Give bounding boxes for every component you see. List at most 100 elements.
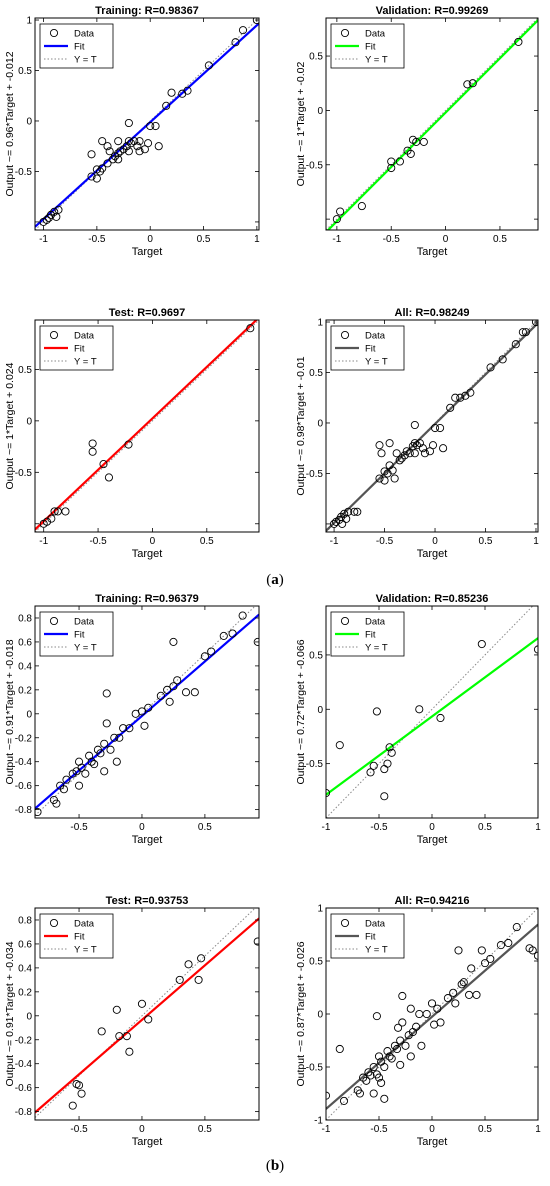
data-point	[514, 37, 523, 46]
y-axis-label: Output ~= 0.91*Target + -0.018	[4, 639, 16, 784]
legend-yt-label: Y = T	[365, 55, 388, 66]
y-tick-label: 0	[317, 705, 323, 716]
data-point	[518, 328, 527, 337]
legend-data-marker	[340, 330, 350, 340]
legend-fit-label: Fit	[74, 630, 85, 641]
data-point	[412, 1022, 421, 1031]
data-point	[135, 147, 144, 156]
legend-data-label: Data	[365, 331, 386, 342]
chart-title: Validation: R=0.99269	[376, 5, 489, 17]
y-tick-label: 0	[317, 106, 323, 117]
y-tick-label: 0.5	[309, 650, 323, 661]
y-tick-label: -0.2	[15, 733, 33, 744]
y-tick-label: -0.4	[15, 1059, 33, 1070]
data-point	[380, 1094, 389, 1103]
data-point	[88, 447, 97, 456]
axes-box	[325, 319, 539, 533]
data-point	[498, 355, 507, 364]
data-point	[392, 449, 401, 458]
data-point	[135, 137, 144, 146]
data-point	[175, 975, 184, 984]
x-axis-label: Target	[417, 1136, 448, 1148]
legend-data-label: Data	[74, 29, 95, 40]
data-point	[466, 388, 475, 397]
axes-box	[34, 17, 260, 231]
legend: Data Fit Y = T	[39, 913, 114, 959]
legend-fit-label: Fit	[74, 344, 85, 355]
data-point	[124, 440, 133, 449]
data-point	[62, 775, 71, 784]
data-point	[472, 990, 481, 999]
chart-5: -1 -0.5 0 0.5 1 -0.5 0 0.5 Validation: R=0.85236…	[295, 593, 541, 846]
legend: Data Fit Y = T	[330, 913, 405, 959]
data-point	[446, 403, 455, 412]
data-point	[100, 739, 109, 748]
legend-data-label: Data	[365, 919, 386, 930]
panel-label-a-open: (	[266, 572, 272, 588]
y-tick-label: 0.6	[18, 637, 32, 648]
x-tick-label: 0	[147, 234, 153, 245]
data-point	[144, 703, 153, 712]
y-tick-label: -1	[314, 1116, 323, 1127]
y-tick-label: -0.8	[15, 805, 33, 816]
data-point	[335, 1044, 344, 1054]
data-point	[419, 137, 428, 146]
data-point	[74, 1081, 84, 1090]
data-point	[372, 707, 381, 716]
x-tick-label: -0.5	[70, 1124, 88, 1135]
data-point	[156, 691, 165, 700]
x-tick-label: 1	[533, 536, 539, 547]
data-point	[385, 743, 394, 752]
legend: Data Fit Y = T	[39, 23, 114, 69]
x-axis-label: Target	[132, 246, 163, 258]
data-point	[362, 1076, 371, 1085]
data-point	[104, 473, 113, 482]
y-tick-label: -0.5	[15, 167, 33, 178]
data-point	[366, 768, 375, 777]
identity-line	[35, 606, 256, 816]
data-point	[463, 80, 472, 89]
data-point	[410, 420, 419, 430]
fit-line	[326, 322, 538, 532]
data-point	[238, 611, 247, 620]
identity-line	[326, 18, 538, 230]
x-tick-label: 0	[150, 536, 156, 547]
data-point	[390, 474, 399, 483]
data-point	[377, 449, 386, 458]
data-point	[137, 707, 147, 716]
data-point	[173, 676, 182, 685]
legend-yt-label: Y = T	[365, 357, 388, 368]
data-point	[418, 444, 427, 453]
y-tick-label: -0.5	[15, 468, 33, 479]
data-point	[87, 172, 96, 181]
y-axis-label: Output ~= 0.72*Target + -0.066	[295, 639, 307, 784]
data-point	[162, 101, 171, 110]
data-point	[253, 937, 259, 946]
data-point	[253, 637, 259, 646]
data-point	[219, 631, 228, 640]
data-point	[115, 733, 124, 742]
plot-area	[35, 18, 259, 230]
axes-box	[325, 17, 539, 231]
data-point	[183, 86, 192, 95]
y-tick-label: 0	[317, 1010, 323, 1021]
data-point	[374, 1052, 384, 1061]
plot-area	[326, 320, 538, 532]
data-point	[99, 460, 108, 469]
data-point	[125, 1047, 134, 1056]
y-tick-label: 0.4	[18, 963, 32, 974]
data-point	[377, 1078, 386, 1087]
data-point	[112, 757, 121, 766]
x-tick-label: -0.5	[89, 536, 107, 547]
data-point	[52, 799, 61, 808]
data-point	[50, 207, 59, 216]
data-point	[457, 980, 466, 989]
x-tick-label: 0	[443, 234, 449, 245]
x-tick-label: -0.5	[370, 1124, 388, 1135]
data-point	[395, 157, 404, 166]
y-tick-label: -0.5	[306, 759, 324, 770]
data-point	[369, 1062, 378, 1072]
data-point	[385, 1052, 394, 1061]
chart-title: All: R=0.94216	[395, 895, 470, 907]
data-point	[467, 964, 476, 973]
